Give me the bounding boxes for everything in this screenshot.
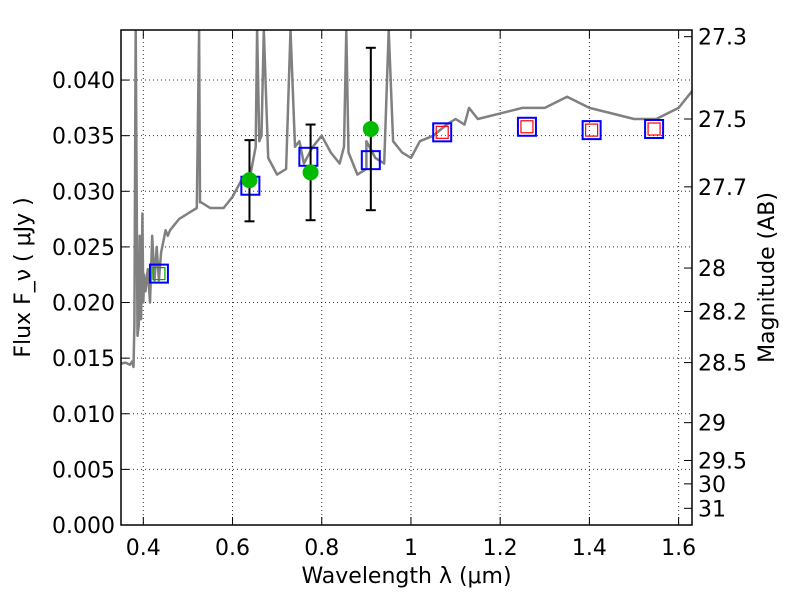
observed-data-point [302, 164, 319, 181]
model-photometry-point [516, 116, 537, 137]
x-tick-label: 1.2 [483, 536, 518, 561]
model-photometry-point [432, 122, 453, 143]
model-photometry-inner-point [585, 123, 599, 137]
y-tick-label: 0.005 [52, 458, 115, 483]
y-tick-label: 0.035 [52, 125, 115, 150]
y-tick-label: 0.000 [52, 514, 115, 539]
y-axis-label: Flux F_ν ( μJy ) [11, 197, 36, 357]
model-photometry-inner-point [435, 125, 449, 139]
magnitude-tick-label: 29.5 [698, 449, 747, 474]
plot-frame [120, 29, 693, 526]
magnitude-tick-label: 29 [698, 412, 726, 437]
x-tick-label: 0.6 [215, 536, 250, 561]
magnitude-tick-label: 28 [698, 257, 726, 282]
observed-data-point [241, 172, 258, 189]
model-photometry-inner-point [152, 267, 166, 281]
y-tick-label: 0.025 [52, 236, 115, 261]
magnitude-tick-label: 28.5 [698, 352, 747, 377]
x-tick-label: 1.4 [572, 536, 607, 561]
y-tick-label: 0.030 [52, 180, 115, 205]
model-photometry-inner-point [520, 120, 534, 134]
y-tick-label: 0.010 [52, 403, 115, 428]
magnitude-tick-label: 27.3 [698, 26, 747, 51]
y-tick-label: 0.020 [52, 292, 115, 317]
x-tick-label: 0.8 [304, 536, 339, 561]
x-tick-label: 0.4 [126, 536, 161, 561]
y-tick-label: 0.015 [52, 347, 115, 372]
plot-area [121, 30, 692, 369]
y-tick-label: 0.040 [52, 69, 115, 94]
observed-data-point [362, 121, 379, 137]
spectrum-line [121, 30, 692, 369]
magnitude-tick-label: 30 [698, 473, 726, 498]
magnitude-axis-label: Magnitude (AB) [755, 192, 780, 363]
magnitude-tick-label: 27.5 [698, 108, 747, 133]
x-tick-label: 1.6 [661, 536, 696, 561]
x-axis-label: Wavelength λ (μm) [301, 564, 511, 589]
model-photometry-point [644, 119, 665, 139]
model-photometry-inner-point [647, 122, 661, 136]
x-tick-label: 1 [404, 536, 418, 561]
model-photometry-point [148, 263, 169, 284]
model-photometry-point [581, 120, 602, 141]
magnitude-tick-label: 28.2 [698, 300, 747, 325]
magnitude-tick-label: 27.7 [698, 176, 747, 201]
magnitude-tick-label: 31 [698, 497, 726, 522]
